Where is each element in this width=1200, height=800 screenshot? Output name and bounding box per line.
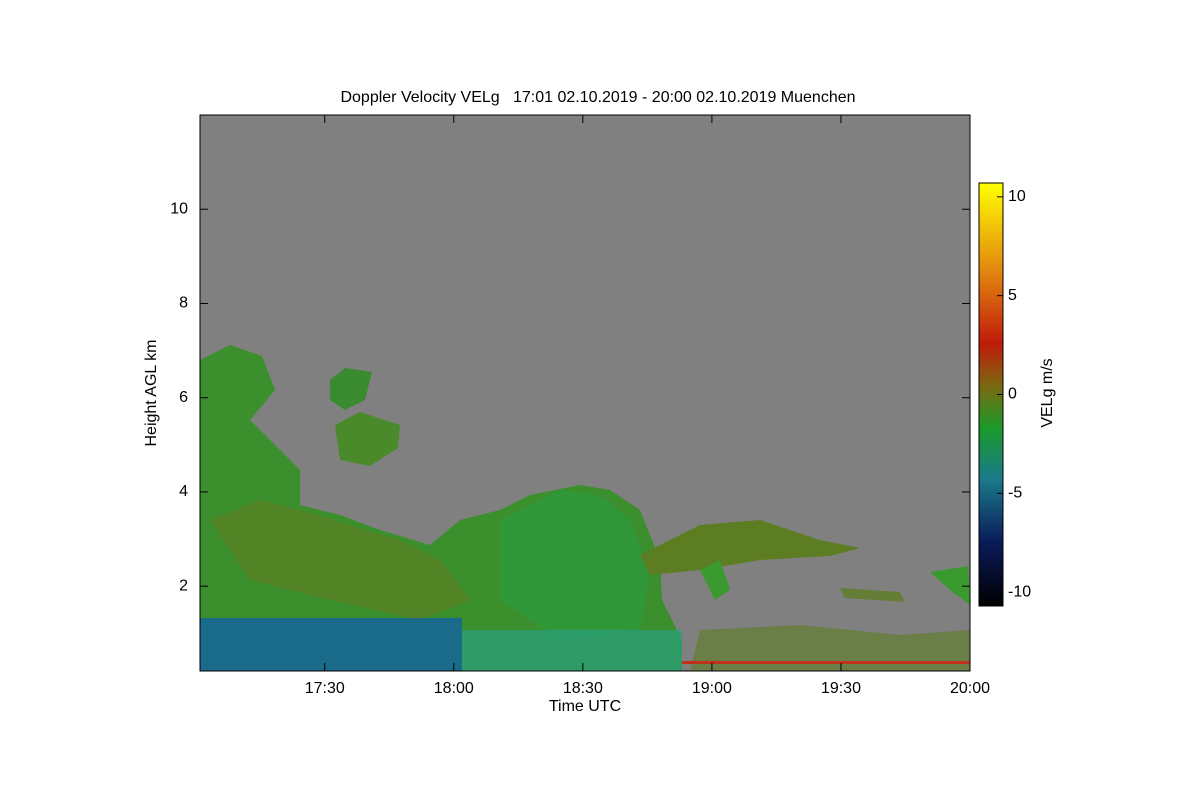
colorbar-tick-label: -10 (1008, 583, 1031, 600)
x-tick-label: 18:30 (563, 680, 603, 697)
x-tick-label: 20:00 (950, 680, 990, 697)
colorbar-label: VELg m/s (1039, 358, 1056, 427)
colorbar-tick-label: 0 (1008, 386, 1017, 403)
x-tick-label: 18:00 (434, 680, 474, 697)
colorbar-tick-label: 5 (1008, 287, 1017, 304)
chart-title: Doppler Velocity VELg 17:01 02.10.2019 -… (340, 89, 855, 106)
x-tick-label: 17:30 (305, 680, 345, 697)
y-tick-label: 4 (179, 483, 188, 500)
x-axis-label: Time UTC (549, 698, 621, 715)
y-tick-label: 6 (179, 389, 188, 406)
y-tick-label: 2 (179, 577, 188, 594)
y-tick-label: 10 (170, 200, 188, 217)
y-tick-label: 8 (179, 295, 188, 312)
x-tick-label: 19:00 (692, 680, 732, 697)
x-tick-label: 19:30 (821, 680, 861, 697)
y-axis-label: Height AGL km (143, 339, 160, 446)
colorbar-tick-label: -5 (1008, 485, 1022, 502)
plot-frame (199, 114, 971, 672)
radar-field (200, 345, 970, 671)
colorbar-tick-label: 10 (1008, 188, 1026, 205)
